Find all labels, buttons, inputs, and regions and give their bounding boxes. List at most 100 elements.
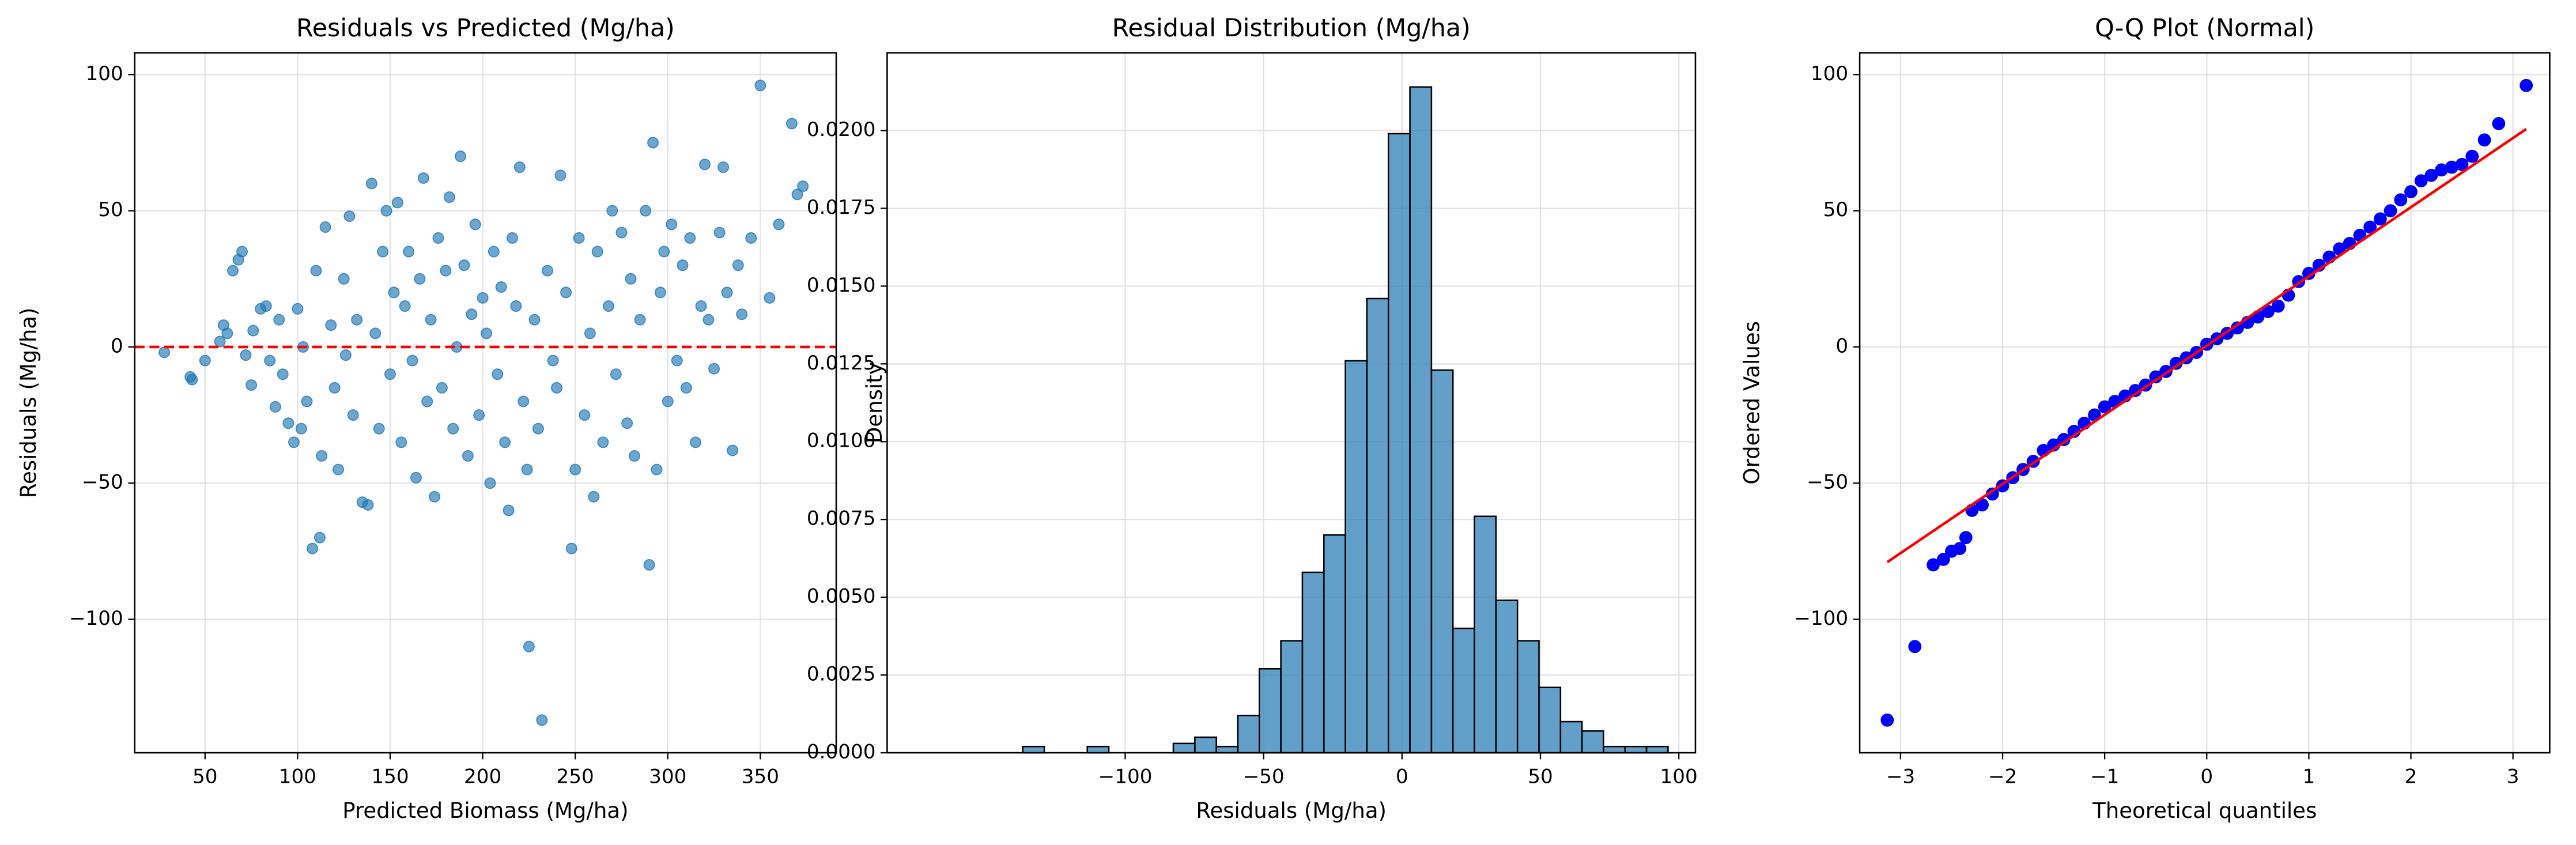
point [773, 218, 785, 231]
point [603, 300, 614, 312]
point [2384, 204, 2397, 218]
point [732, 259, 744, 271]
point [2394, 193, 2408, 207]
point [2057, 433, 2071, 446]
point [542, 265, 553, 277]
x-axis-label: Residuals (Mg/ha) [1196, 798, 1387, 823]
point [1976, 498, 1989, 512]
point [319, 221, 331, 233]
point [736, 308, 748, 320]
point [503, 504, 515, 516]
fit-line [1886, 128, 2527, 564]
point [510, 300, 522, 312]
point [301, 395, 313, 408]
x-tick-label: 1 [2303, 765, 2316, 788]
point [2169, 356, 2183, 370]
point [699, 159, 711, 171]
point [495, 281, 507, 293]
point [536, 714, 548, 726]
point [662, 395, 674, 408]
point [477, 292, 489, 304]
point [388, 286, 400, 299]
x-tick-label: 100 [279, 765, 316, 788]
bar [1516, 640, 1540, 754]
point [362, 499, 374, 511]
point [2373, 212, 2387, 226]
point [2149, 370, 2163, 384]
point [521, 463, 533, 476]
point [754, 80, 766, 92]
point [245, 379, 258, 391]
point [307, 542, 319, 554]
point [295, 423, 307, 435]
point [1880, 713, 1894, 727]
bar [1624, 745, 1648, 754]
y-axis-label: Density [862, 362, 887, 443]
x-tick-label: 100 [1660, 765, 1698, 788]
point [721, 286, 733, 299]
point [186, 374, 198, 386]
point [671, 354, 683, 367]
point [2492, 117, 2506, 130]
point [395, 436, 407, 448]
point [447, 423, 459, 435]
point [528, 314, 541, 326]
x-tick-label: 250 [557, 765, 594, 788]
point [666, 218, 678, 231]
bar [1194, 736, 1217, 754]
point [240, 349, 252, 361]
x-tick-label: 50 [192, 765, 218, 788]
y-tick-label: 50 [1823, 198, 1849, 221]
point [579, 409, 591, 421]
x-tick-label: 200 [464, 765, 501, 788]
point [2477, 133, 2491, 147]
bar [1559, 720, 1583, 754]
point [713, 227, 726, 239]
y-axis-label: Residuals (Mg/ha) [16, 307, 41, 498]
point [1927, 558, 1940, 572]
point [282, 417, 294, 429]
point [436, 382, 448, 394]
point [466, 308, 478, 320]
point [2231, 321, 2244, 335]
point [651, 463, 663, 476]
point [488, 246, 500, 258]
point [2465, 149, 2479, 163]
point [2302, 266, 2316, 280]
bar [1645, 745, 1669, 754]
point [2455, 157, 2469, 171]
point [199, 354, 211, 367]
point [2520, 78, 2533, 92]
bar [1409, 86, 1433, 754]
y-tick-label: 0.0125 [807, 352, 876, 375]
bar [1581, 730, 1604, 754]
bar [1366, 297, 1389, 754]
point [606, 205, 618, 217]
point [2404, 185, 2418, 198]
point [343, 210, 356, 222]
point [640, 205, 652, 217]
point [310, 265, 322, 277]
point [410, 471, 422, 484]
bar [1387, 133, 1411, 754]
point [680, 382, 692, 394]
y-tick-label: 0.0025 [807, 663, 876, 686]
point [369, 327, 382, 339]
point [689, 436, 701, 448]
point [634, 314, 646, 326]
y-tick-label: −50 [82, 471, 123, 494]
axes-frame [886, 52, 1697, 754]
point [432, 232, 444, 244]
bar [1538, 686, 1562, 754]
point [455, 150, 467, 163]
point [273, 314, 285, 326]
point [597, 436, 609, 448]
y-tick-label: 0.0050 [807, 585, 876, 608]
axes-frame [1859, 52, 2551, 754]
point [313, 531, 326, 544]
point [2445, 160, 2458, 174]
point [492, 368, 504, 380]
x-tick-label: −50 [1243, 765, 1285, 788]
point [523, 640, 535, 652]
